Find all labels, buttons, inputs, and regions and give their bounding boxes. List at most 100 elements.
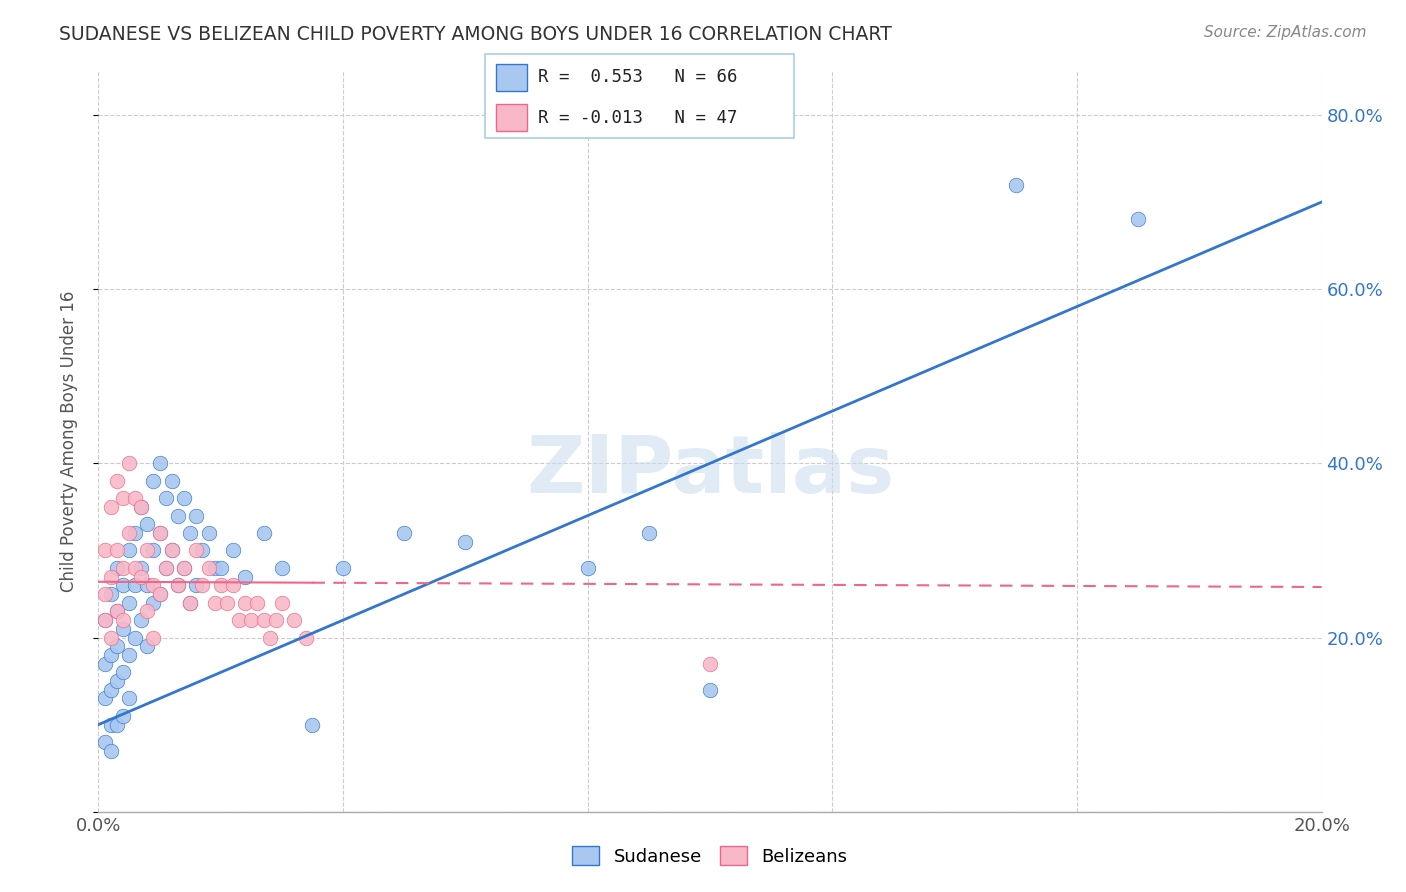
- Point: [155, 561, 177, 575]
- Point: [173, 561, 195, 575]
- Point: [173, 561, 195, 575]
- Point: [295, 631, 318, 645]
- Point: [209, 578, 232, 592]
- Point: [576, 561, 599, 575]
- Text: Source: ZipAtlas.com: Source: ZipAtlas.com: [1204, 25, 1367, 40]
- Point: [252, 526, 274, 541]
- Point: [100, 682, 122, 697]
- Point: [142, 474, 165, 488]
- Point: [136, 517, 159, 532]
- Point: [105, 604, 128, 618]
- Point: [155, 561, 177, 575]
- Point: [142, 543, 165, 558]
- Point: [283, 613, 305, 627]
- Point: [93, 613, 115, 627]
- Point: [100, 648, 122, 662]
- Point: [233, 596, 256, 610]
- Point: [118, 526, 141, 541]
- Point: [215, 596, 238, 610]
- Point: [1128, 212, 1150, 227]
- Point: [233, 569, 256, 583]
- Point: [197, 561, 219, 575]
- Point: [240, 613, 263, 627]
- Point: [118, 543, 141, 558]
- Point: [111, 578, 134, 592]
- Point: [93, 543, 115, 558]
- Point: [270, 561, 292, 575]
- Point: [129, 569, 152, 583]
- Point: [105, 717, 128, 731]
- Point: [191, 578, 214, 592]
- Point: [136, 639, 159, 653]
- Point: [142, 631, 165, 645]
- Point: [167, 508, 190, 523]
- Point: [228, 613, 250, 627]
- Point: [111, 613, 134, 627]
- Point: [264, 613, 287, 627]
- Point: [100, 717, 122, 731]
- Point: [204, 596, 226, 610]
- Point: [105, 639, 128, 653]
- Point: [129, 561, 152, 575]
- Point: [124, 578, 146, 592]
- Point: [111, 709, 134, 723]
- Point: [111, 665, 134, 680]
- Point: [111, 622, 134, 636]
- Point: [136, 604, 159, 618]
- Point: [301, 717, 323, 731]
- Point: [222, 543, 245, 558]
- Point: [105, 604, 128, 618]
- Point: [105, 474, 128, 488]
- Point: [259, 631, 281, 645]
- Point: [100, 631, 122, 645]
- Point: [179, 596, 201, 610]
- Point: [124, 631, 146, 645]
- Point: [105, 674, 128, 689]
- Point: [129, 500, 152, 514]
- Point: [124, 491, 146, 505]
- Point: [111, 491, 134, 505]
- Text: ZIPatlas: ZIPatlas: [526, 432, 894, 510]
- Point: [270, 596, 292, 610]
- Point: [93, 613, 115, 627]
- Point: [173, 491, 195, 505]
- Point: [186, 543, 208, 558]
- Point: [160, 543, 183, 558]
- Point: [93, 691, 115, 706]
- Point: [222, 578, 245, 592]
- Point: [93, 735, 115, 749]
- Point: [332, 561, 354, 575]
- Point: [149, 456, 172, 470]
- Point: [167, 578, 190, 592]
- Point: [160, 543, 183, 558]
- Point: [197, 526, 219, 541]
- Point: [93, 587, 115, 601]
- Point: [124, 561, 146, 575]
- Point: [93, 657, 115, 671]
- Point: [191, 543, 214, 558]
- Point: [129, 613, 152, 627]
- Point: [392, 526, 416, 541]
- Point: [100, 569, 122, 583]
- Point: [179, 596, 201, 610]
- Point: [209, 561, 232, 575]
- Point: [699, 682, 721, 697]
- Point: [105, 561, 128, 575]
- Point: [1004, 178, 1026, 192]
- Point: [637, 526, 661, 541]
- Text: SUDANESE VS BELIZEAN CHILD POVERTY AMONG BOYS UNDER 16 CORRELATION CHART: SUDANESE VS BELIZEAN CHILD POVERTY AMONG…: [59, 25, 891, 44]
- Text: R = -0.013   N = 47: R = -0.013 N = 47: [538, 109, 738, 127]
- Point: [129, 500, 152, 514]
- Point: [100, 744, 122, 758]
- Point: [142, 596, 165, 610]
- Point: [155, 491, 177, 505]
- Point: [246, 596, 269, 610]
- Point: [149, 526, 172, 541]
- Point: [118, 648, 141, 662]
- Point: [136, 543, 159, 558]
- Text: R =  0.553   N = 66: R = 0.553 N = 66: [538, 68, 738, 87]
- Point: [111, 561, 134, 575]
- Point: [699, 657, 721, 671]
- Legend: Sudanese, Belizeans: Sudanese, Belizeans: [565, 839, 855, 873]
- Point: [142, 578, 165, 592]
